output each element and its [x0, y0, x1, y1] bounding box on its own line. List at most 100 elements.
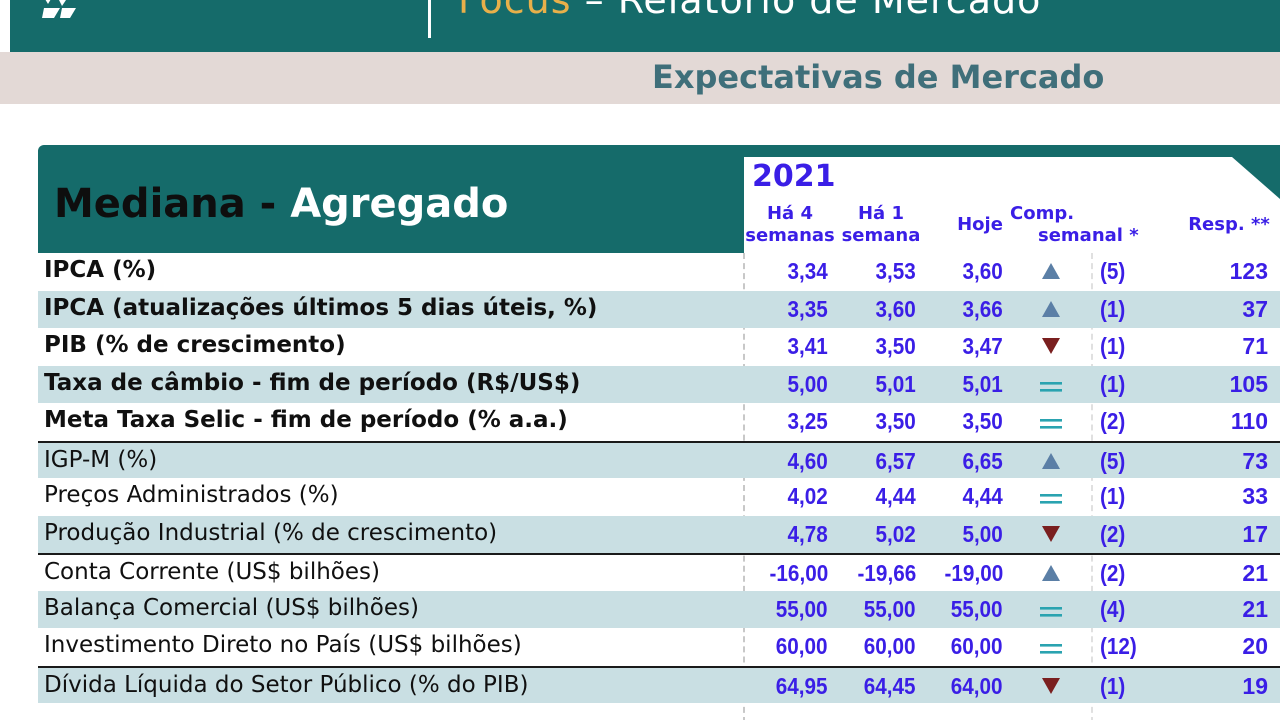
year-panel: 2021 Há 4 semanas Há 1 semana Hoje Comp.… [744, 157, 1280, 253]
respondent-count: 21 [1242, 560, 1268, 586]
value-4-weeks-ago: 3,35 [787, 295, 828, 322]
weekly-comparison: (1) [1100, 295, 1126, 322]
table-row: Balança Comercial (US$ bilhões) 55,00 55,0… [38, 590, 1280, 628]
indicator-label: Conta Corrente (US$ bilhões) [44, 559, 380, 585]
weekly-comparison: (5) [1100, 447, 1126, 474]
value-today: 64,00 [951, 672, 1003, 699]
table-title-agregado: Agregado [290, 181, 509, 227]
col-header-weekly-comp-line2: semanal * [1038, 225, 1139, 246]
respondent-count: 123 [1229, 258, 1268, 284]
table-header: Mediana - Agregado 2021 Há 4 semanas Há … [38, 145, 1280, 253]
trend-up-icon [1042, 452, 1060, 469]
table-row: Meta Taxa Selic - fim de período (% a.a.… [38, 403, 1280, 441]
value-1-week-ago: 60,00 [864, 633, 916, 659]
table-row: Preços Administrados (%) 4,02 4,44 4,44 (1) 3… [38, 478, 1280, 516]
indicator-label: Balança Comercial (US$ bilhões) [44, 594, 419, 621]
value-4-weeks-ago: 5,00 [787, 370, 828, 397]
weekly-comparison: (4) [1100, 595, 1126, 622]
respondent-count: 17 [1242, 520, 1268, 547]
col-header-4-weeks: Há 4 semanas [744, 203, 836, 247]
trend-equal-icon [1040, 494, 1062, 504]
indicator-label: IPCA (atualizações últimos 5 dias úteis,… [44, 294, 598, 321]
indicator-label: Taxa de câmbio - fim de período (R$/US$) [44, 369, 581, 396]
value-today: 3,47 [962, 333, 1003, 359]
weekly-comparison: (1) [1100, 370, 1126, 397]
weekly-comparison: (2) [1100, 408, 1126, 434]
respondent-count: 71 [1242, 333, 1268, 359]
value-4-weeks-ago: 4,60 [787, 447, 828, 474]
indicator-label: Meta Taxa Selic - fim de período (% a.a.… [44, 407, 568, 433]
value-today: 3,60 [962, 258, 1003, 284]
value-today: 5,00 [962, 520, 1003, 547]
report-title: Focus – Relatório de Mercado [458, 0, 1041, 22]
weekly-comparison: (2) [1100, 520, 1126, 547]
indicator-label: IGP-M (%) [44, 446, 158, 473]
table-row: Taxa de câmbio - fim de período (R$/US$)… [38, 365, 1280, 403]
col-header-weekly-comp-line1: Comp. [1010, 203, 1075, 224]
logo-area [10, 0, 402, 52]
value-1-week-ago: 3,50 [875, 408, 916, 434]
value-4-weeks-ago: 64,95 [776, 672, 828, 699]
value-today: 3,66 [962, 295, 1003, 322]
indicator-label: Dívida Líquida do Setor Público (% do PI… [44, 671, 529, 698]
top-banner: Focus – Relatório de Mercado [10, 0, 1280, 52]
value-today: 3,50 [962, 408, 1003, 434]
trend-down-icon [1042, 338, 1060, 354]
value-4-weeks-ago: 3,25 [787, 408, 828, 434]
value-4-weeks-ago: 55,00 [776, 595, 828, 622]
weekly-comparison: (1) [1100, 672, 1126, 699]
trend-up-icon [1042, 300, 1060, 317]
indicator-label: Investimento Direto no País (US$ bilhões… [44, 632, 522, 658]
table-row: IPCA (atualizações últimos 5 dias úteis,… [38, 290, 1280, 328]
value-1-week-ago: 64,45 [864, 672, 916, 699]
value-4-weeks-ago: 3,34 [787, 258, 828, 284]
value-1-week-ago: 3,50 [875, 333, 916, 359]
value-today: 55,00 [951, 595, 1003, 622]
respondent-count: 37 [1242, 295, 1268, 322]
value-4-weeks-ago: 4,02 [787, 483, 828, 509]
table-row: PIB (% de crescimento) 3,41 3,50 3,47 (1) 71 [38, 328, 1280, 366]
trend-equal-icon [1040, 606, 1062, 617]
value-today: 6,65 [962, 447, 1003, 474]
weekly-comparison: (1) [1100, 333, 1126, 359]
value-1-week-ago: 5,02 [875, 520, 916, 547]
year-label: 2021 [752, 159, 836, 194]
report-title-rest: – Relatório de Mercado [571, 0, 1042, 22]
value-1-week-ago: 3,53 [875, 258, 916, 284]
value-1-week-ago: -19,66 [857, 560, 916, 586]
banner-divider [428, 0, 431, 38]
value-4-weeks-ago: 3,41 [787, 333, 828, 359]
respondent-count: 105 [1229, 370, 1268, 397]
weekly-comparison: (5) [1100, 258, 1126, 284]
value-1-week-ago: 4,44 [875, 483, 916, 509]
trend-equal-icon [1040, 644, 1062, 654]
col-header-1-week-line1: Há 1 [857, 203, 904, 224]
page-subtitle: Expectativas de Mercado [652, 58, 1105, 96]
trend-equal-icon [1040, 381, 1062, 392]
respondent-count: 19 [1242, 672, 1268, 699]
table-row: Produção Industrial (% de crescimento) 4,… [38, 515, 1280, 553]
value-today: 60,00 [951, 633, 1003, 659]
col-header-today: Hoje [957, 214, 1003, 235]
bank-logo-icon [42, 0, 76, 18]
trend-up-icon [1042, 565, 1060, 581]
trend-equal-icon [1040, 419, 1062, 429]
indicator-label: IPCA (%) [44, 257, 157, 283]
col-header-responses: Resp. ** [1188, 214, 1270, 235]
value-4-weeks-ago: 60,00 [776, 633, 828, 659]
value-1-week-ago: 3,60 [875, 295, 916, 322]
table-row: Conta Corrente (US$ bilhões) -16,00 -19,66… [38, 553, 1280, 591]
col-header-weekly-comp: Comp. semanal * [1010, 203, 1139, 247]
table-row: IGP-M (%) 4,60 6,57 6,65 (5) 73 [38, 440, 1280, 478]
column-guide-mid [1091, 253, 1093, 720]
value-today: 4,44 [962, 483, 1003, 509]
col-header-4-weeks-line2: semanas [745, 225, 835, 246]
respondent-count: 20 [1242, 633, 1268, 659]
table-body: IPCA (%) 3,34 3,53 3,60 (5) 123 IPCA (atualiza… [38, 253, 1280, 703]
col-header-1-week: Há 1 semana [840, 203, 922, 247]
col-header-4-weeks-line1: Há 4 [766, 203, 813, 224]
weekly-comparison: (2) [1100, 560, 1126, 586]
table-title-mediana: Mediana - [54, 181, 291, 227]
indicator-label: Preços Administrados (%) [44, 482, 339, 508]
respondent-count: 73 [1242, 447, 1268, 474]
